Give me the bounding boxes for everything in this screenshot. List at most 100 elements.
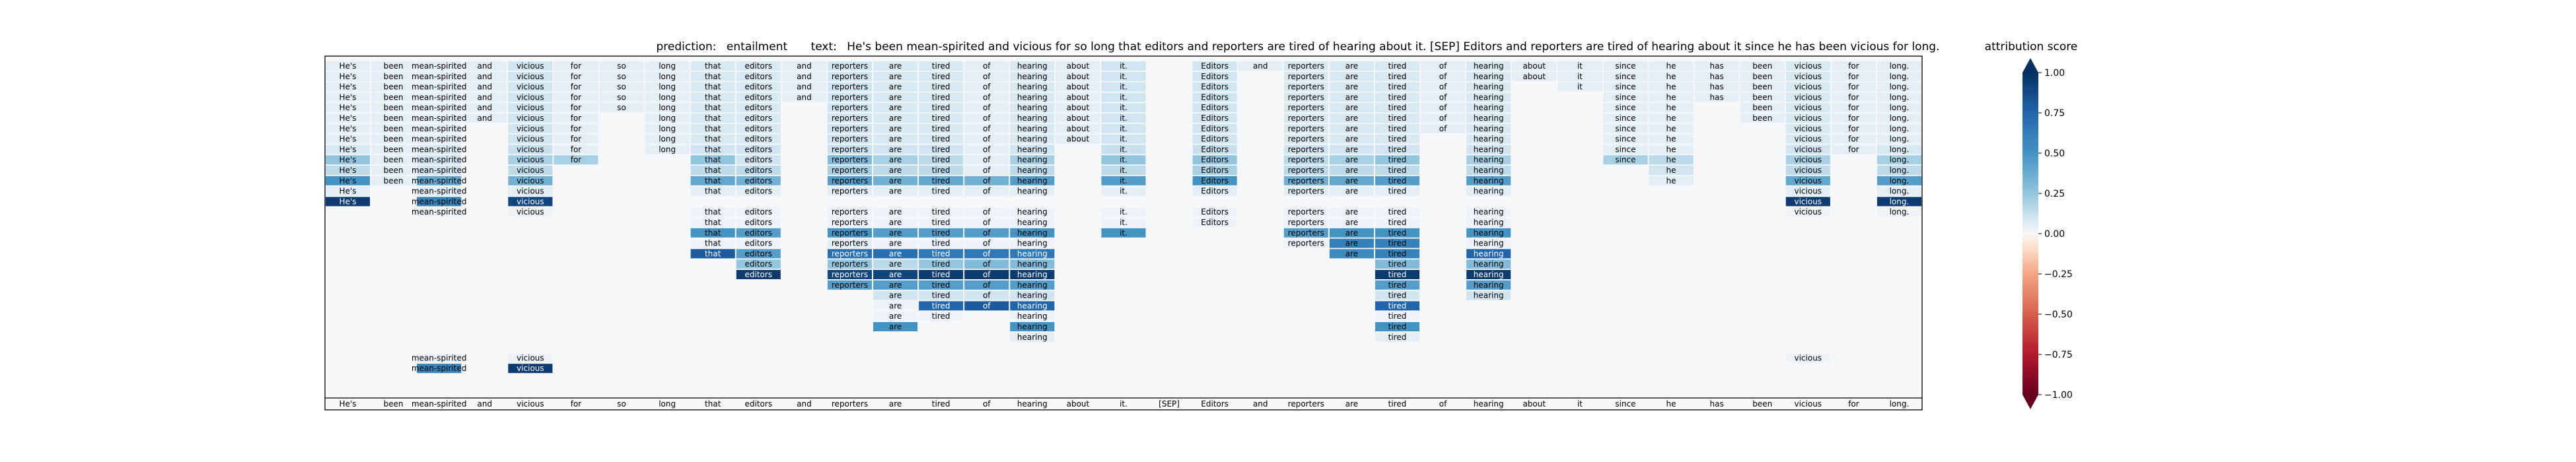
heatmap-cell [1877,123,1921,133]
heatmap-cell [1329,166,1374,175]
heatmap-cell [371,176,416,185]
heatmap-cell [1831,114,1876,123]
cell-label: are [1345,103,1358,112]
cell-label: hearing [1474,280,1504,290]
heatmap-cell [1466,145,1511,154]
cell-label: vicious [517,145,544,154]
heatmap-cell [1421,82,1466,92]
cell-label: for [571,72,582,81]
heatmap-cell [1329,228,1374,238]
heatmap-cell [645,114,690,123]
heatmap-cell [417,353,462,363]
heatmap-cell [919,166,964,175]
cell-label: are [889,249,902,258]
cell-label: tired [1388,124,1407,133]
token-axis-label: and [1253,399,1268,409]
heatmap-cell [736,249,781,259]
cell-label: vicious [517,155,544,164]
cell-label: been [1752,103,1772,112]
heatmap-cell [1466,249,1511,259]
token-axis-label: since [1615,399,1635,409]
cell-label: of [983,135,991,144]
cell-label: editors [745,218,773,227]
cell-label: tired [1388,249,1407,258]
cell-label: of [1439,124,1447,133]
heatmap-cell [964,114,1009,123]
cell-label: reporters [1288,135,1324,144]
cell-label: tired [1388,291,1407,300]
cell-label: mean-spirited [411,92,467,102]
cell-label: he [1666,61,1676,71]
heatmap-cell [417,114,462,123]
cell-label: it. [1120,187,1127,196]
cell-label: tired [932,239,950,248]
cell-label: vicious [517,72,544,81]
cell-label: hearing [1017,333,1048,342]
cell-label: tired [1388,92,1407,102]
heatmap-cell [1466,61,1511,71]
cell-label: tired [932,176,950,185]
cell-label: hearing [1474,114,1504,123]
cell-label: long [659,145,676,154]
heatmap-cell [1649,123,1694,133]
cell-label: it. [1120,155,1127,164]
cell-label: hearing [1017,166,1048,175]
heatmap-cell [1192,114,1237,123]
cell-label: since [1615,92,1635,102]
heatmap-cell [781,92,826,102]
colorbar-tick-label: −1.00 [2044,390,2073,401]
cell-label: and [797,82,812,92]
heatmap-cell [1466,218,1511,227]
cell-label: long. [1890,72,1910,81]
cell-label: are [889,301,902,310]
heatmap-cell [827,259,873,269]
cell-label: vicious [1794,82,1822,92]
heatmap-cell [1877,71,1921,81]
cell-label: tired [1388,312,1407,321]
heatmap-cell [1010,123,1055,133]
heatmap-cell [873,249,918,259]
heatmap-cell [1101,92,1146,102]
heatmap-cell [690,155,735,165]
heatmap-cell [1010,166,1055,175]
cell-label: about [1067,72,1090,81]
cell-label: editors [745,249,773,258]
cell-label: tired [1388,322,1407,331]
token-axis-label: has [1710,399,1724,409]
cell-label: for [1848,114,1859,123]
cell-label: tired [932,103,950,112]
heatmap-cell [873,218,918,227]
heatmap-cell [736,259,781,269]
cell-label: he [1666,166,1676,175]
cell-label: tired [1388,135,1407,144]
heatmap-cell [964,280,1009,290]
cell-label: so [617,82,626,92]
heatmap-cell [371,103,416,113]
cell-label: editors [745,92,773,102]
heatmap-cell [1283,207,1328,217]
cell-label: vicious [1794,92,1822,102]
heatmap-cell [326,197,371,207]
cell-label: and [478,103,493,112]
cell-label: for [571,114,582,123]
heatmap-cell [873,166,918,175]
heatmap-cell [1329,249,1374,259]
cell-label: vicious [517,197,544,206]
cell-label: hearing [1474,176,1504,185]
cell-label: that [705,218,721,227]
cell-label: Editors [1201,103,1229,112]
heatmap-cell [1375,155,1420,165]
cell-label: for [571,124,582,133]
heatmap-cell [827,249,873,259]
cell-label: reporters [1288,114,1324,123]
cell-label: for [571,103,582,112]
cell-label: hearing [1017,103,1048,112]
cell-label: are [889,280,902,290]
cell-label: He's [340,103,357,112]
heatmap-cell [1603,123,1648,133]
heatmap-cell [964,207,1009,217]
heatmap-cell [873,312,918,321]
heatmap-cell [1283,176,1328,185]
heatmap-cell [1375,61,1420,71]
cell-label: reporters [1288,61,1324,71]
